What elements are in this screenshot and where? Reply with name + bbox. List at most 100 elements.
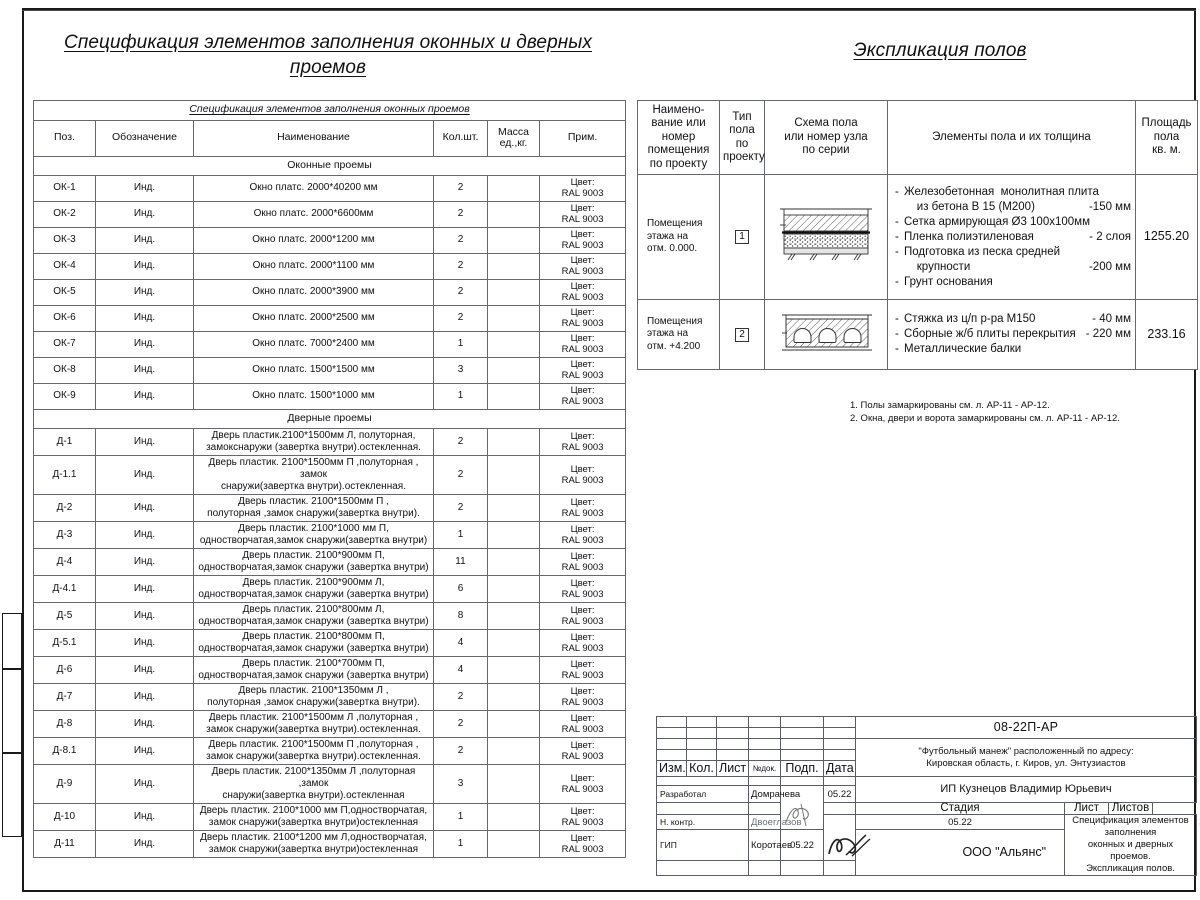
stamp-col-list: Лист bbox=[716, 760, 749, 777]
stamp-rev-cell bbox=[748, 749, 781, 761]
spec-cell-name: Дверь пластик. 2100*800мм Л, одностворчат… bbox=[193, 601, 434, 630]
floor-element-value: - 220 мм bbox=[1085, 328, 1131, 340]
stamp-col-data: Дата bbox=[823, 760, 856, 777]
floors-cell-scheme bbox=[764, 174, 888, 300]
spec-cell-name: Дверь пластик. 2100*900мм Л, одностворчат… bbox=[193, 574, 434, 603]
spec-cell-name: Окно платс. 2000*1100 мм bbox=[193, 252, 434, 280]
table-row: Д-1.1 Инд. Дверь пластик. 2100*1500мм П ,п… bbox=[33, 454, 627, 495]
spec-cell-pos: ОК-6 bbox=[33, 304, 96, 332]
spec-cell-qty: 1 bbox=[433, 382, 488, 410]
spec-cell-name: Дверь пластик. 2100*1200 мм Л,одностворч… bbox=[193, 829, 434, 858]
note-line-2: 2. Окна, двери и ворота замаркированы см… bbox=[850, 412, 1120, 424]
spec-cell-note: Цвет: RAL 9003 bbox=[538, 655, 627, 684]
floor-element-text: из бетона В 15 (М200) bbox=[904, 200, 1035, 213]
stamp-spacer-cell bbox=[656, 802, 749, 815]
spec-cell-qty: 1 bbox=[433, 520, 488, 549]
spec-cell-name: Дверь пластик. 2100*1350мм Л ,полуторная… bbox=[193, 763, 434, 804]
spec-cell-qty: 6 bbox=[433, 574, 488, 603]
floor-element-line: - Сетка армирующая Ø3 100х100мм bbox=[895, 215, 1131, 230]
floor-element-dash: - bbox=[895, 275, 899, 288]
spec-cell-note: Цвет: RAL 9003 bbox=[538, 330, 627, 358]
left-section-title-text: Спецификация элементов заполнения оконны… bbox=[64, 32, 592, 78]
spec-cell-qty: 2 bbox=[433, 682, 488, 711]
table-row: ОК-2 Инд. Окно платс. 2000*6600мм 2 Цвет: RAL… bbox=[33, 200, 627, 228]
stamp-spacer-cell bbox=[780, 776, 824, 786]
spec-cell-mass bbox=[487, 493, 540, 522]
spec-cell-pos: ОК-9 bbox=[33, 382, 96, 410]
spec-cell-qty: 2 bbox=[433, 200, 488, 228]
spec-cell-name: Дверь пластик. 2100*900мм П, одностворчат… bbox=[193, 547, 434, 576]
floors-cell-type: 2 bbox=[719, 299, 765, 370]
floor-element-text: крупности bbox=[904, 260, 971, 273]
spec-cell-designation: Инд. bbox=[95, 601, 194, 630]
signature-1-icon bbox=[785, 803, 809, 826]
table-row: ОК-5 Инд. Окно платс. 2000*3900 мм 2 Цвет: RA… bbox=[33, 278, 627, 306]
spec-cell-pos: Д-9 bbox=[33, 763, 96, 804]
drawing-notes: 1. Полы замаркированы см. л. АР-11 - АР-… bbox=[850, 400, 1120, 425]
stamp-rev-cell bbox=[656, 716, 687, 728]
floor-type-badge: 2 bbox=[735, 327, 749, 342]
floor-element-dash: - bbox=[895, 230, 899, 243]
floors-header-row: Наимено-вание или номер помещения по проект… bbox=[637, 100, 1198, 175]
floor-element-value: -150 мм bbox=[1088, 200, 1131, 213]
left-section-title: Спецификация элементов заполнения оконны… bbox=[63, 30, 593, 80]
spec-section-windows: Оконные проемы bbox=[32, 155, 627, 176]
floor-element-line: крупности -200 мм bbox=[895, 260, 1131, 275]
table-row: Д-9 Инд. Дверь пластик. 2100*1350мм Л ,пол… bbox=[33, 763, 627, 804]
table-row: Д-4 Инд. Дверь пластик. 2100*900мм П, однос… bbox=[33, 547, 627, 576]
floor-type-badge: 1 bbox=[735, 230, 749, 244]
spec-cell-note: Цвет: RAL 9003 bbox=[538, 278, 627, 306]
stamp-document-number: 08-22П-АР bbox=[855, 716, 1197, 739]
floor-element-dash: - bbox=[895, 343, 899, 355]
spec-cell-mass bbox=[487, 547, 540, 576]
table-row: ОК-1 Инд. Окно платс. 2000*40200 мм 2 Цвет: R… bbox=[33, 174, 627, 202]
floor-element-dash bbox=[895, 200, 904, 215]
spec-cell-qty: 1 bbox=[433, 829, 488, 858]
spec-section-windows-label: Оконные проемы bbox=[32, 155, 627, 176]
spec-cell-designation: Инд. bbox=[95, 628, 194, 657]
spec-cell-qty: 2 bbox=[433, 493, 488, 522]
stamp-rev-cell bbox=[780, 749, 824, 761]
spec-cell-mass bbox=[487, 304, 540, 332]
floor-element-dash: - bbox=[895, 185, 899, 198]
stamp-sheets-label: Листов bbox=[1108, 802, 1153, 815]
title-block: 08-22П-АР "Футбольный манеж" расположенны… bbox=[656, 716, 1200, 876]
spec-cell-note: Цвет: RAL 9003 bbox=[538, 574, 627, 603]
floor-element-value bbox=[1125, 185, 1131, 200]
spec-cell-qty: 2 bbox=[433, 304, 488, 332]
spec-cell-designation: Инд. bbox=[95, 709, 194, 738]
spec-cell-name: Дверь пластик. 2100*1500мм П ,полуторная… bbox=[193, 736, 434, 765]
stamp-rev-cell bbox=[780, 727, 824, 739]
stamp-spacer-cell bbox=[823, 860, 856, 876]
spec-cell-pos: Д-4 bbox=[33, 547, 96, 576]
table-row: ОК-4 Инд. Окно платс. 2000*1100 мм 2 Цвет: RA… bbox=[33, 252, 627, 280]
table-row: Д-3 Инд. Дверь пластик. 2100*1000 мм П, одн… bbox=[33, 520, 627, 549]
floor-element-text: Подготовка из песка средней bbox=[904, 245, 1061, 258]
spec-cell-pos: Д-1 bbox=[33, 427, 96, 456]
floor-element-value bbox=[1125, 215, 1131, 230]
spec-cell-qty: 2 bbox=[433, 736, 488, 765]
stamp-stage-label: Стадия bbox=[855, 802, 1065, 815]
floor-element-line: - Сборные ж/б плиты перекрытия - 220 мм bbox=[895, 327, 1131, 342]
stamp-spacer-cell bbox=[823, 776, 856, 786]
spec-cell-qty: 1 bbox=[433, 330, 488, 358]
stamp-role-label: Разработал bbox=[656, 785, 749, 803]
spec-cell-mass bbox=[487, 709, 540, 738]
spec-cell-name: Окно платс. 7000*2400 мм bbox=[193, 330, 434, 358]
spec-cell-mass bbox=[487, 200, 540, 228]
spec-cell-mass bbox=[487, 763, 540, 804]
signature-3-icon bbox=[828, 833, 871, 856]
stamp-spacer-cell bbox=[748, 776, 781, 786]
spec-cell-mass bbox=[487, 278, 540, 306]
spec-cell-mass bbox=[487, 655, 540, 684]
spec-col-qty: Кол.шт. bbox=[433, 119, 488, 157]
spec-cell-designation: Инд. bbox=[95, 304, 194, 332]
table-row: ОК-6 Инд. Окно платс. 2000*2500 мм 2 Цвет: RA… bbox=[33, 304, 627, 332]
floor-element-line: - Железобетонная монолитная плита bbox=[895, 185, 1131, 200]
stamp-col-izm: Изм. bbox=[656, 760, 687, 777]
stamp-rev-blank-row-3: "Футбольный манеж" расположенный по адре… bbox=[656, 738, 1197, 777]
floor-element-line: из бетона В 15 (М200) -150 мм bbox=[895, 200, 1131, 215]
stamp-rev-cell bbox=[716, 749, 749, 761]
table-row: Д-7 Инд. Дверь пластик. 2100*1350мм Л , пол… bbox=[33, 682, 627, 711]
spec-cell-name: Дверь пластик. 2100*1350мм Л ,полуторная… bbox=[193, 682, 434, 711]
